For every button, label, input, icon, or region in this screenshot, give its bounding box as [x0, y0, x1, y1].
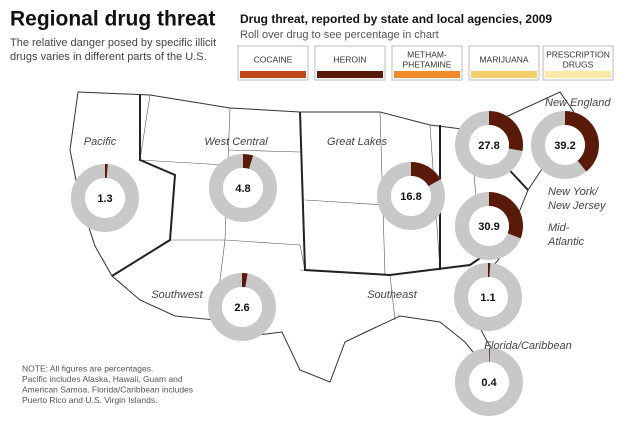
- donut-center: [85, 178, 125, 218]
- region-label: Pacific: [84, 136, 117, 148]
- donut-value: 4.8: [235, 183, 250, 195]
- region-donut: 30.9 Mid- Atlantic: [455, 192, 585, 260]
- region-label: Florida/Caribbean: [484, 340, 571, 352]
- title: Regional drug threat: [10, 8, 215, 31]
- donut-center: [469, 125, 509, 165]
- donut-value: 1.3: [97, 193, 112, 205]
- donuts: 1.3 Pacific 4.8 West Central 16.8 Great Lakes…: [71, 97, 611, 416]
- region-label: New York/: [548, 186, 599, 198]
- donut-wedge: [489, 111, 523, 151]
- button-swatch[interactable]: [471, 71, 537, 78]
- button-swatch[interactable]: [317, 71, 383, 78]
- legend-button[interactable]: HEROIN: [314, 45, 386, 81]
- donut-value: 0.4: [481, 377, 497, 389]
- note-line: NOTE: All figures are percentages.: [22, 363, 153, 373]
- region-donut: 16.8 Great Lakes: [327, 136, 445, 230]
- donut-center: [223, 168, 263, 208]
- donut-center: [222, 287, 262, 327]
- donut-wedge: [243, 154, 254, 169]
- region-label: Mid-: [548, 222, 570, 234]
- donut-value: 27.8: [478, 140, 499, 152]
- region-borders: [111, 95, 529, 277]
- button-label[interactable]: MARIJUANA: [479, 54, 528, 64]
- donut-value: 30.9: [478, 221, 499, 233]
- button-label[interactable]: METHAM-: [407, 49, 447, 59]
- note-line: American Samoa. Florida/Caribbean includ…: [22, 384, 193, 394]
- region-label: Great Lakes: [327, 136, 387, 148]
- legend-button[interactable]: METHAM-PHETAMINE: [391, 45, 463, 81]
- button-label[interactable]: COCAINE: [254, 54, 293, 64]
- button-swatch[interactable]: [240, 71, 306, 78]
- legend: COCAINE HEROIN METHAM-PHETAMINE MARIJUANA PR…: [237, 45, 614, 81]
- instruction: Roll over drug to see percentage in char…: [240, 29, 439, 41]
- donut-value: 16.8: [400, 191, 421, 203]
- region-donut: 4.8 West Central: [204, 136, 277, 222]
- note: NOTE: All figures are percentages.Pacifi…: [22, 363, 193, 405]
- button-label[interactable]: PHETAMINE: [403, 59, 452, 69]
- subtitle-line: drugs varies in different parts of the U…: [10, 51, 207, 63]
- region-donut: 1.3 Pacific: [71, 136, 139, 232]
- button-label[interactable]: PRESCRIPTION: [546, 49, 610, 59]
- region-label: New England: [545, 97, 611, 109]
- donut-wedge: [105, 164, 108, 179]
- donut-value: 2.6: [234, 302, 249, 314]
- region-label: West Central: [204, 136, 268, 148]
- donut-wedge: [488, 263, 491, 278]
- region-label: New Jersey: [548, 200, 607, 212]
- donut-value: 1.1: [480, 292, 495, 304]
- region-donut: 1.1 Southeast: [367, 263, 522, 331]
- region-donut: 27.8 New York/New Jersey: [455, 111, 607, 212]
- donut-wedge: [489, 348, 490, 363]
- region-donut: 0.4 Florida/Caribbean: [455, 340, 572, 416]
- donut-wedge: [565, 111, 599, 172]
- donut-wedge: [411, 162, 441, 187]
- legend-button[interactable]: MARIJUANA: [468, 45, 540, 81]
- region-donut: 2.6 Southwest: [151, 273, 276, 341]
- region-label: Southwest: [151, 289, 203, 301]
- donut-value: 39.2: [554, 140, 575, 152]
- chart-heading: Drug threat, reported by state and local…: [240, 12, 552, 26]
- legend-button[interactable]: COCAINE: [237, 45, 309, 81]
- region-donut: 39.2 New England: [531, 97, 611, 179]
- donut-center: [545, 125, 585, 165]
- donut-center: [391, 176, 431, 216]
- donut-center: [469, 362, 509, 402]
- region-label: Southeast: [367, 289, 417, 301]
- note-line: Pacific includes Alaska, Hawaii, Guam an…: [22, 374, 183, 384]
- button-swatch[interactable]: [394, 71, 460, 78]
- button-swatch[interactable]: [545, 71, 611, 78]
- button-label[interactable]: DRUGS: [563, 59, 594, 69]
- note-line: Puerto Rico and U.S. Virgin Islands.: [22, 395, 157, 405]
- button-label[interactable]: HEROIN: [333, 54, 366, 64]
- donut-wedge: [242, 273, 248, 288]
- subtitle-line: The relative danger posed by specific il…: [10, 37, 216, 49]
- donut-wedge: [489, 192, 523, 239]
- donut-center: [469, 206, 509, 246]
- region-label: Atlantic: [547, 236, 585, 248]
- donut-center: [468, 277, 508, 317]
